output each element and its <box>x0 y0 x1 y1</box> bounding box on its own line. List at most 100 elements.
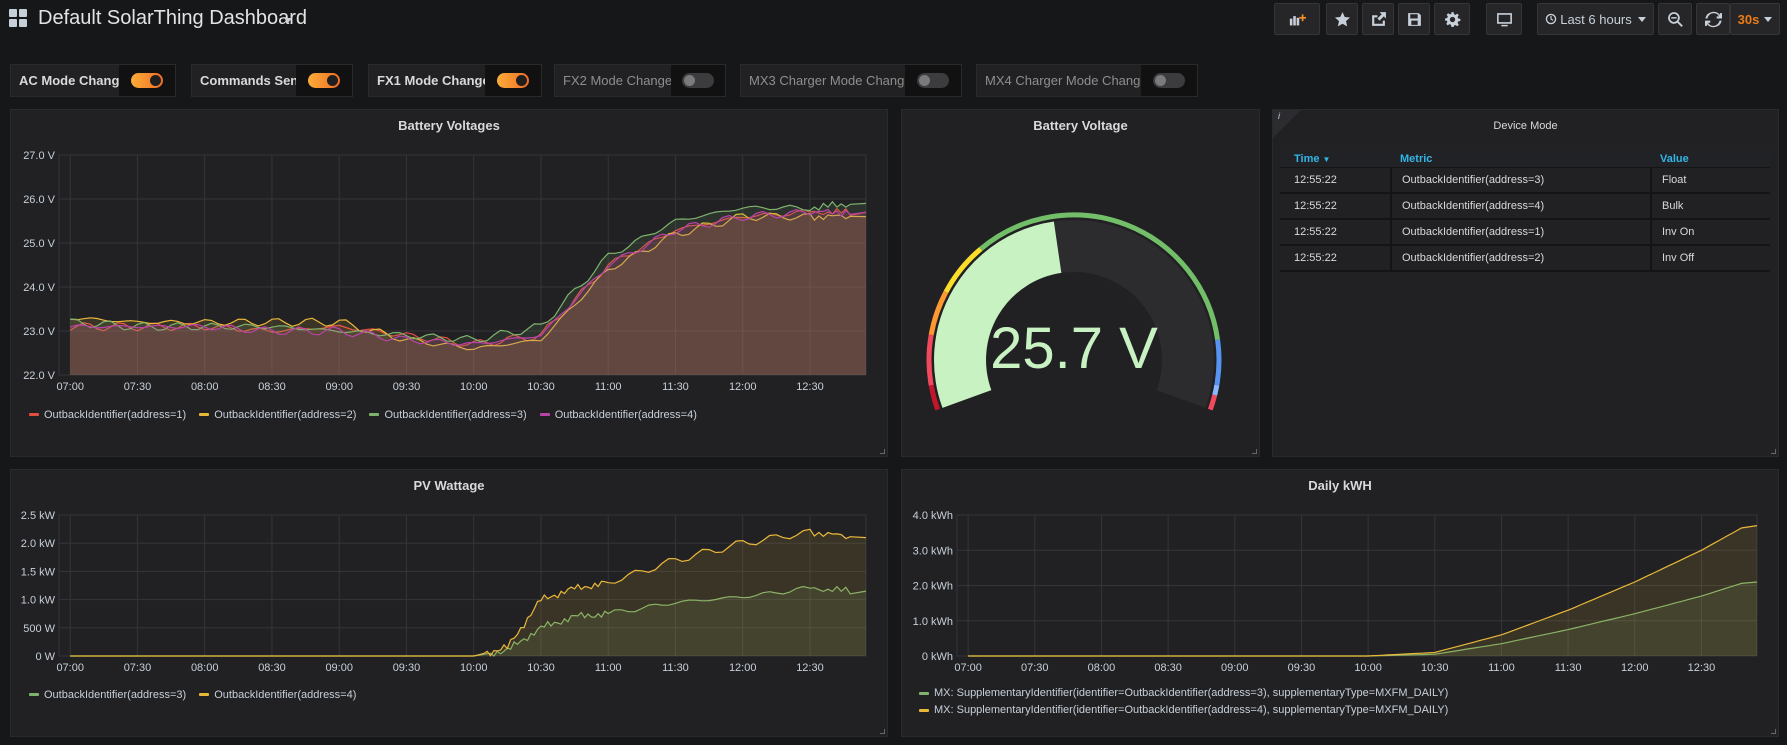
x-tick-label: 11:00 <box>595 662 622 674</box>
legend-label: OutbackIdentifier(address=4) <box>554 408 697 421</box>
legend-item[interactable]: OutbackIdentifier(address=3) <box>29 689 186 701</box>
x-tick-label: 07:30 <box>124 381 152 393</box>
panel-title[interactable]: Daily kWH <box>1308 478 1372 493</box>
panel-title[interactable]: Device Mode <box>1493 120 1558 132</box>
legend-label: OutbackIdentifier(address=2) <box>214 408 357 421</box>
legend-item[interactable]: OutbackIdentifier(address=2) <box>199 409 356 421</box>
resize-handle[interactable] <box>1252 449 1257 454</box>
sort-desc-icon: ▼ <box>1322 154 1331 164</box>
x-tick-label: 12:00 <box>729 381 757 393</box>
star-icon <box>1334 11 1350 26</box>
variable-label: MX4 Charger Mode Change <box>985 73 1148 88</box>
legend-item[interactable]: OutbackIdentifier(address=3) <box>369 408 527 421</box>
panel-title[interactable]: PV Wattage <box>413 478 485 493</box>
x-tick-label: 07:30 <box>124 662 152 674</box>
dashboard-title[interactable]: Default SolarThing Dashboard <box>38 7 308 29</box>
toggle-mx4-charger-mode-change[interactable] <box>1141 65 1197 96</box>
panel-info-corner[interactable] <box>1273 110 1301 138</box>
x-tick-label: 11:30 <box>662 662 689 674</box>
series-area <box>968 582 1757 656</box>
toggle-mx3-charger-mode-change[interactable] <box>905 65 961 96</box>
x-tick-label: 08:00 <box>1088 662 1116 674</box>
series-area <box>70 529 866 656</box>
dashboard-grid-icon[interactable] <box>9 9 27 27</box>
x-tick-label: 12:00 <box>1621 662 1649 674</box>
legend: MX: SupplementaryIdentifier(identifier=O… <box>919 687 1458 721</box>
x-tick-label: 09:30 <box>1288 662 1316 674</box>
toggle-knob <box>131 73 163 88</box>
legend-item[interactable]: MX: SupplementaryIdentifier(identifier=O… <box>919 687 1448 699</box>
legend-swatch <box>369 413 380 416</box>
y-tick-label: 500 W <box>23 623 55 635</box>
series-line <box>70 212 867 351</box>
share-icon <box>1371 11 1386 26</box>
cell-metric: OutbackIdentifier(address=2) <box>1390 245 1650 271</box>
battery-voltages-chart[interactable]: 22.0 V 23.0 V 24.0 V 25.0 V 26.0 V 27.0 V 07:0… <box>11 110 889 458</box>
daily-kwh-chart[interactable]: 0 kWh 1.0 kWh 2.0 kWh 3.0 kWh 4.0 kWh 07:00 07… <box>902 470 1780 738</box>
resize-handle[interactable] <box>880 449 885 454</box>
x-tick-label: 08:30 <box>258 662 286 674</box>
refresh-interval-label: 30s <box>1737 11 1760 27</box>
legend-item[interactable]: OutbackIdentifier(address=4) <box>199 689 356 701</box>
x-tick-label: 08:00 <box>191 381 219 393</box>
legend-label: MX: SupplementaryIdentifier(identifier=O… <box>934 704 1449 716</box>
toggle-fx2-mode-change[interactable] <box>671 65 725 96</box>
cell-metric: OutbackIdentifier(address=4) <box>1390 193 1650 219</box>
toggle-knob <box>682 73 714 88</box>
star-button[interactable] <box>1326 3 1358 35</box>
series-area <box>968 525 1757 656</box>
legend-swatch <box>199 693 210 696</box>
legend-label: OutbackIdentifier(address=4) <box>214 688 357 701</box>
panel-title[interactable]: Battery Voltage <box>1033 118 1128 133</box>
add-panel-button[interactable] <box>1274 3 1320 35</box>
time-range-picker[interactable]: Last 6 hours <box>1537 3 1654 35</box>
series-line <box>70 528 867 657</box>
legend-swatch <box>539 413 550 416</box>
x-tick-label: 10:30 <box>527 662 555 674</box>
legend-swatch <box>29 693 39 696</box>
legend-item[interactable]: MX: SupplementaryIdentifier(identifier=O… <box>919 704 1448 716</box>
toggle-fx1-mode-change[interactable] <box>485 65 541 96</box>
clock-icon <box>1545 13 1557 25</box>
gauge-threshold-band <box>926 334 934 386</box>
table-row: 12:55:22 OutbackIdentifier(address=2) In… <box>1280 245 1770 272</box>
toggle-knob <box>308 73 340 88</box>
variable-mx3-charger-mode-change: MX3 Charger Mode Change <box>740 64 962 97</box>
x-tick-label: 10:30 <box>527 381 555 393</box>
save-button[interactable] <box>1398 3 1430 35</box>
variable-label: FX1 Mode Change <box>377 73 490 88</box>
pv-wattage-chart[interactable]: 0 W 500 W 1.0 kW 1.5 kW 2.0 kW 2.5 kW 07:00 07:… <box>11 470 889 738</box>
share-button[interactable] <box>1362 3 1394 35</box>
panel-title[interactable]: Battery Voltages <box>398 118 500 133</box>
cell-metric: OutbackIdentifier(address=3) <box>1390 167 1650 193</box>
resize-handle[interactable] <box>880 729 885 734</box>
refresh-button[interactable] <box>1696 3 1730 35</box>
series-line <box>968 525 1758 657</box>
tv-mode-button[interactable] <box>1486 3 1522 35</box>
plot-frame <box>58 154 867 376</box>
legend-label: OutbackIdentifier(address=3) <box>384 408 527 421</box>
y-tick-label: 27.0 V <box>23 150 55 162</box>
series-area <box>70 201 866 375</box>
settings-button[interactable] <box>1434 3 1470 35</box>
column-header-value[interactable]: Value <box>1660 152 1689 165</box>
table-header: Time ▼ Metric Value <box>1280 150 1770 168</box>
refresh-interval-picker[interactable]: 30s <box>1730 3 1780 35</box>
chevron-down-icon[interactable] <box>284 18 292 23</box>
resize-handle[interactable] <box>1771 729 1776 734</box>
resize-handle[interactable] <box>1771 449 1776 454</box>
zoom-out-button[interactable] <box>1658 3 1692 35</box>
column-header-time[interactable]: Time ▼ <box>1280 153 1390 165</box>
top-navbar: Default SolarThing Dashboard Last 6 hour… <box>0 0 1787 40</box>
legend-item[interactable]: OutbackIdentifier(address=1) <box>29 409 186 421</box>
cell-value: Float <box>1650 167 1770 193</box>
legend-label: MX: SupplementaryIdentifier(identifier=O… <box>934 687 1449 699</box>
panel-device-mode: i Device Mode Time ▼ Metric Value 12:55:… <box>1272 109 1779 457</box>
column-header-metric[interactable]: Metric <box>1400 152 1433 165</box>
x-tick-label: 11:30 <box>1555 662 1582 674</box>
toggle-commands-sent[interactable] <box>296 65 352 96</box>
y-tick-label: 0 W <box>35 651 55 663</box>
legend-swatch <box>919 708 929 712</box>
toggle-ac-mode-change[interactable] <box>119 65 175 96</box>
legend-item[interactable]: OutbackIdentifier(address=4) <box>539 408 697 421</box>
